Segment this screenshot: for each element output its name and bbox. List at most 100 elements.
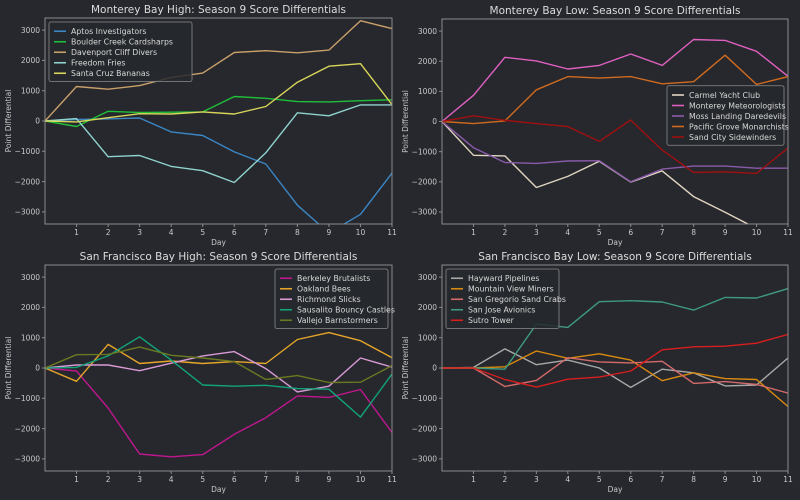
x-tick-label: 2 [503,228,508,237]
series-line-sausalito-bouncy-castles [45,336,392,418]
series-line-monterey-meteorologists [442,38,788,123]
x-tick-label: 2 [106,228,111,237]
legend-item: Boulder Creek Cardsharps [54,38,173,47]
legend-label: Moss Landing Daredevils [689,112,786,121]
legend-item: Vallejo Barnstormers [280,316,378,325]
y-tick-label: 1000 [418,333,437,342]
legend-label: Sutro Tower [468,316,515,325]
y-tick-label: −3000 [15,455,41,464]
x-tick-label: 7 [660,228,665,237]
y-tick-label: −2000 [15,177,41,186]
legend-label: Freedom Fries [71,59,126,68]
chart-title: Monterey Bay High: Season 9 Score Differ… [91,4,346,16]
series-line-richmond-slicks [45,350,392,393]
y-tick-label: −1000 [15,394,41,403]
x-tick-label: 2 [106,475,111,484]
x-tick-label: 11 [387,228,397,237]
series-line-san-jose-avionics [442,287,788,370]
x-tick-label: 10 [356,475,366,484]
x-tick-label: 9 [723,228,728,237]
legend-item: Berkeley Brutalists [280,274,370,283]
x-tick-label: 1 [74,475,79,484]
legend-label: Sausalito Bouncy Castles [297,306,395,315]
legend-item: Aptos Investigators [54,27,146,36]
y-tick-label: 0 [432,364,437,373]
legend-label: Vallejo Barnstormers [297,316,378,325]
legend-label: Oakland Bees [297,285,351,294]
legend-label: Davenport Cliff Divers [71,48,157,57]
x-tick-label: 9 [723,475,728,484]
legend-item: Moss Landing Daredevils [672,112,786,121]
series-line-mountain-view-miners [442,350,788,408]
legend-item: Richmond Slicks [280,295,361,304]
y-tick-label: 1000 [21,333,40,342]
x-tick-label: 10 [752,228,762,237]
chart-title: San Francisco Bay Low: Season 9 Score Di… [478,251,752,263]
x-tick-label: 10 [356,228,366,237]
x-tick-label: 8 [691,475,696,484]
legend-box [274,268,389,329]
x-tick-label: 3 [534,475,539,484]
series-line-hayward-pipelines [442,348,788,389]
y-tick-label: 0 [35,117,40,126]
legend-label: Berkeley Brutalists [297,274,370,283]
legend-item: Sand City Sidewinders [672,133,776,142]
x-tick-label: 5 [200,475,205,484]
series-group [45,331,392,458]
y-tick-label: 3000 [21,273,40,282]
y-tick-label: −2000 [412,177,438,186]
y-tick-label: 3000 [418,27,437,36]
legend-item: Pacific Grove Monarchists [672,122,789,131]
legend-label: San Jose Avionics [468,306,535,315]
x-tick-label: 9 [327,228,332,237]
series-line-san-gregorio-sand-crabs [442,357,788,394]
x-tick-label: 7 [660,475,665,484]
y-tick-label: 1000 [21,86,40,95]
chart-title: San Francisco Bay High: Season 9 Score D… [80,251,358,263]
x-tick-label: 1 [471,228,476,237]
x-tick-label: 3 [137,475,142,484]
y-tick-label: 0 [432,117,437,126]
x-tick-label: 4 [565,475,570,484]
x-axis-label: Day [211,485,226,494]
x-tick-label: 3 [137,228,142,237]
x-tick-label: 11 [387,475,397,484]
legend-label: Mountain View Miners [468,285,554,294]
x-tick-label: 5 [200,228,205,237]
x-tick-label: 11 [783,475,793,484]
legend-box [666,85,785,146]
chart-title: Monterey Bay Low: Season 9 Score Differe… [490,5,741,17]
x-axis-label: Day [211,238,226,247]
x-tick-label: 5 [597,228,602,237]
series-line-berkeley-brutalists [45,367,392,458]
legend-item: Mountain View Miners [451,285,554,294]
y-tick-label: 3000 [418,273,437,282]
legend-item: San Jose Avionics [451,306,535,315]
legend-label: Carmel Yacht Club [689,91,760,100]
y-axis-label: Point Differential [4,90,13,153]
legend-item: San Gregorio Sand Crabs [451,295,566,304]
series-line-pacific-grove-monarchists [442,54,788,125]
legend-label: Boulder Creek Cardsharps [71,38,173,47]
legend-label: Pacific Grove Monarchists [689,122,789,131]
series-group [442,38,788,224]
x-tick-label: 3 [534,228,539,237]
x-tick-label: 2 [503,475,508,484]
series-line-sand-city-sidewinders [442,115,788,175]
x-tick-label: 8 [295,228,300,237]
y-tick-label: 2000 [418,57,437,66]
series-line-moss-landing-daredevils [442,120,788,183]
series-line-sutro-tower [442,333,788,388]
y-axis-label: Point Differential [4,337,13,400]
x-tick-label: 10 [752,475,762,484]
x-tick-label: 4 [169,475,174,484]
y-tick-label: 2000 [21,56,40,65]
y-tick-label: −1000 [15,147,41,156]
y-axis-label: Point Differential [401,90,410,153]
panel-san-francisco-bay-high: San Francisco Bay High: Season 9 Score D… [4,251,397,494]
series-line-oakland-bees [45,331,392,382]
series-group [45,20,392,224]
y-tick-label: 2000 [418,303,437,312]
